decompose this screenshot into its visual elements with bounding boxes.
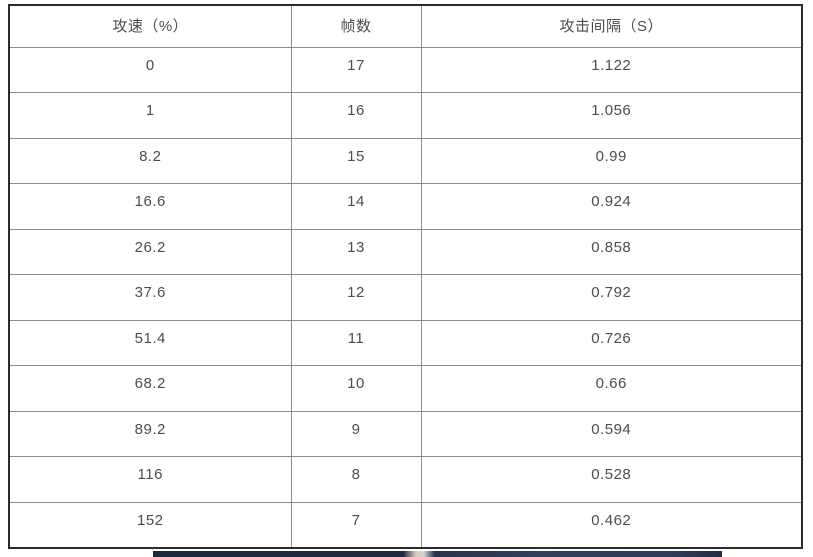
cell-frames: 13 bbox=[290, 228, 422, 275]
cell-frames: 15 bbox=[290, 137, 422, 184]
table-row: 37.6 12 0.792 bbox=[8, 274, 803, 321]
table-row: 0 17 1.122 bbox=[8, 46, 803, 93]
cell-attack-interval: 0.528 bbox=[420, 456, 803, 503]
cell-frames: 9 bbox=[290, 410, 422, 457]
cell-attack-speed: 68.2 bbox=[8, 365, 292, 412]
cell-frames: 12 bbox=[290, 274, 422, 321]
cell-attack-interval: 0.99 bbox=[420, 137, 803, 184]
table-row: 89.2 9 0.594 bbox=[8, 410, 803, 457]
cell-attack-speed: 16.6 bbox=[8, 183, 292, 230]
cell-frames: 11 bbox=[290, 319, 422, 366]
cell-attack-speed: 89.2 bbox=[8, 410, 292, 457]
cell-attack-interval: 0.594 bbox=[420, 410, 803, 457]
col-header-attack-interval: 攻击间隔（S） bbox=[420, 4, 803, 48]
cell-attack-speed: 116 bbox=[8, 456, 292, 503]
col-header-frames: 帧数 bbox=[290, 4, 422, 48]
cell-attack-speed: 1 bbox=[8, 92, 292, 139]
cell-frames: 17 bbox=[290, 46, 422, 93]
cell-attack-interval: 0.462 bbox=[420, 501, 803, 548]
cell-attack-interval: 0.792 bbox=[420, 274, 803, 321]
table-row: 68.2 10 0.66 bbox=[8, 365, 803, 412]
cell-attack-interval: 0.66 bbox=[420, 365, 803, 412]
cell-frames: 7 bbox=[290, 501, 422, 548]
col-header-attack-speed: 攻速（%） bbox=[8, 4, 292, 48]
table-row: 116 8 0.528 bbox=[8, 456, 803, 503]
table-row: 1 16 1.056 bbox=[8, 92, 803, 139]
cell-frames: 8 bbox=[290, 456, 422, 503]
cell-attack-speed: 0 bbox=[8, 46, 292, 93]
table-row: 16.6 14 0.924 bbox=[8, 183, 803, 230]
table-row: 8.2 15 0.99 bbox=[8, 137, 803, 184]
cell-attack-interval: 1.122 bbox=[420, 46, 803, 93]
table-row: 26.2 13 0.858 bbox=[8, 228, 803, 275]
cell-attack-interval: 0.858 bbox=[420, 228, 803, 275]
cell-attack-interval: 1.056 bbox=[420, 92, 803, 139]
table-row: 152 7 0.462 bbox=[8, 501, 803, 548]
cell-attack-speed: 51.4 bbox=[8, 319, 292, 366]
cell-attack-speed: 152 bbox=[8, 501, 292, 548]
cell-frames: 16 bbox=[290, 92, 422, 139]
table-row: 51.4 11 0.726 bbox=[8, 319, 803, 366]
attack-speed-table: 攻速（%） 帧数 攻击间隔（S） 0 17 1.122 1 16 1.056 8… bbox=[8, 4, 803, 549]
cell-attack-speed: 26.2 bbox=[8, 228, 292, 275]
header-row: 攻速（%） 帧数 攻击间隔（S） bbox=[8, 4, 803, 48]
cell-attack-speed: 37.6 bbox=[8, 274, 292, 321]
cell-frames: 14 bbox=[290, 183, 422, 230]
next-image-top-edge bbox=[153, 551, 722, 557]
cell-attack-speed: 8.2 bbox=[8, 137, 292, 184]
cell-attack-interval: 0.924 bbox=[420, 183, 803, 230]
cell-attack-interval: 0.726 bbox=[420, 319, 803, 366]
cell-frames: 10 bbox=[290, 365, 422, 412]
